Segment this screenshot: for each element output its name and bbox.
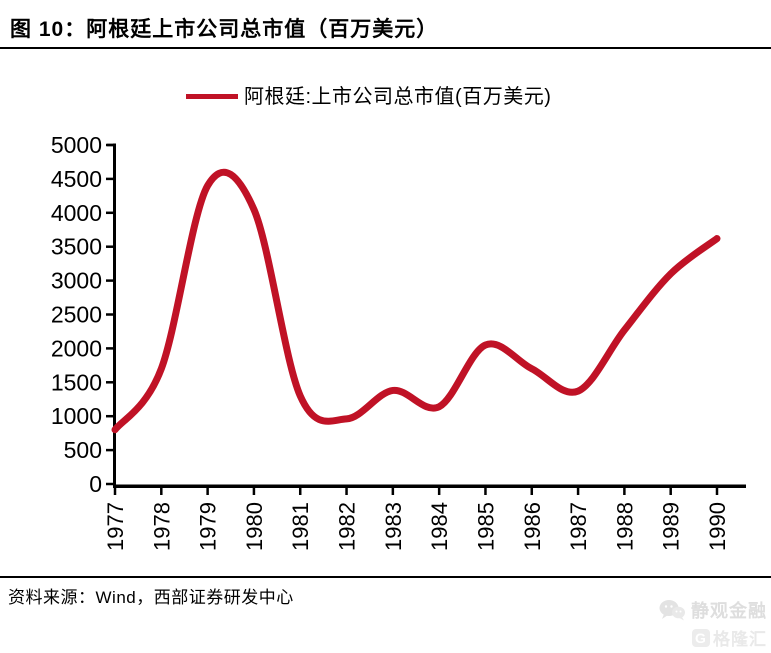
watermark-brand-name: 格隆汇 <box>713 630 767 649</box>
y-tick-label: 3000 <box>51 268 102 294</box>
wechat-icon <box>659 600 685 621</box>
source-divider <box>0 576 771 578</box>
x-tick-label: 1983 <box>381 502 406 551</box>
title-divider <box>0 47 771 49</box>
y-tick-label: 0 <box>89 471 102 497</box>
y-tick-label: 3500 <box>51 234 102 260</box>
watermark-account-name: 静观金融 <box>691 601 767 621</box>
x-tick-label: 1977 <box>103 502 128 551</box>
watermark-wechat-row: 静观金融 <box>658 597 767 623</box>
x-tick-label: 1990 <box>705 502 730 551</box>
x-tick-label: 1980 <box>242 502 267 551</box>
series-line-path <box>111 168 721 434</box>
x-tick-label: 1981 <box>288 502 313 551</box>
y-tick-label: 4000 <box>51 200 102 226</box>
x-tick-label: 1979 <box>196 502 221 551</box>
y-tick-label: 1500 <box>51 369 102 395</box>
watermark-brand-row: G 格隆汇 <box>658 625 767 650</box>
x-tick-label: 1987 <box>566 502 591 551</box>
y-tick-label: 4500 <box>51 166 102 192</box>
x-tick-label: 1978 <box>149 502 174 551</box>
x-tick-label: 1989 <box>659 502 684 551</box>
source-note: 资料来源：Wind，西部证券研发中心 <box>8 588 294 607</box>
gelonghui-logo-icon: G <box>692 628 710 647</box>
chart-legend: 阿根廷:上市公司总市值(百万美元) <box>186 80 551 109</box>
legend-label: 阿根廷:上市公司总市值(百万美元) <box>244 86 552 108</box>
x-tick-label: 1984 <box>427 502 452 551</box>
x-tick-label: 1986 <box>520 502 545 551</box>
y-tick-label: 500 <box>64 437 102 463</box>
legend-line-swatch <box>186 93 238 99</box>
x-tick-label: 1988 <box>612 502 637 551</box>
watermark: 静观金融 G 格隆汇 <box>658 597 767 650</box>
y-tick-label: 2000 <box>51 335 102 361</box>
y-tick-label: 1000 <box>51 403 102 429</box>
y-tick-label: 5000 <box>51 132 102 158</box>
figure-title: 图 10：阿根廷上市公司总市值（百万美元） <box>10 18 439 41</box>
y-tick-label: 2500 <box>51 302 102 328</box>
x-tick-label: 1985 <box>473 502 498 551</box>
x-tick-label: 1982 <box>335 502 360 551</box>
